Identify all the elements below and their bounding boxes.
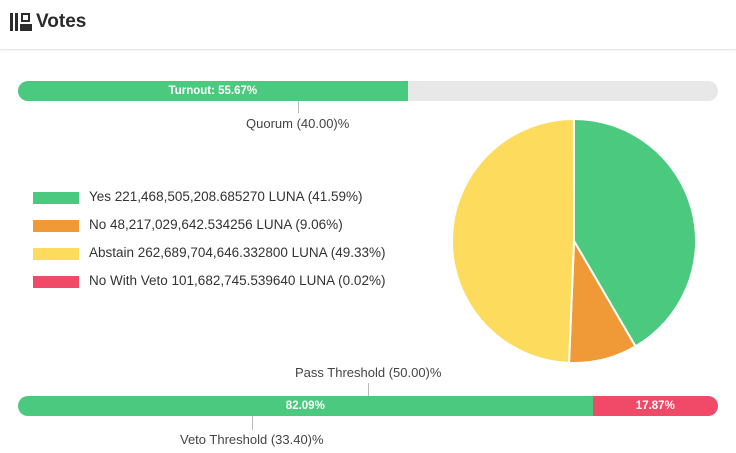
page-title: Votes	[36, 11, 87, 32]
result-bar: 82.09% 17.87%	[18, 396, 718, 416]
veto-threshold-label: Veto Threshold (33.40)%	[180, 432, 324, 447]
result-yes-fill: 82.09%	[18, 396, 593, 416]
legend-swatch-no-with-veto	[33, 276, 79, 288]
result-veto-fill: 17.87%	[592, 396, 718, 416]
pie-slice-yes[interactable]	[573, 117, 698, 348]
turnout-bar: Turnout: 55.67%	[18, 81, 718, 101]
legend-swatch-abstain	[33, 248, 79, 260]
legend-swatch-yes	[33, 192, 79, 204]
quorum-marker	[298, 101, 299, 113]
legend-swatch-no	[33, 220, 79, 232]
vote-ballot-icon	[10, 13, 32, 31]
legend-label-abstain: Abstain 262,689,704,646.332800 LUNA (49.…	[89, 245, 386, 260]
vote-pie-chart	[450, 117, 698, 364]
pass-threshold-label: Pass Threshold (50.00)%	[295, 365, 442, 380]
votes-header: Votes	[0, 0, 736, 50]
pass-threshold-marker	[368, 383, 369, 396]
veto-threshold-marker	[252, 416, 253, 430]
turnout-fill: Turnout: 55.67%	[18, 81, 408, 101]
pie-slice-abstain[interactable]	[450, 117, 576, 364]
legend-label-no: No 48,217,029,642.534256 LUNA (9.06%)	[89, 217, 343, 232]
quorum-label: Quorum (40.00)%	[246, 116, 350, 131]
legend-label-no-with-veto: No With Veto 101,682,745.539640 LUNA (0.…	[89, 273, 386, 288]
legend-label-yes: Yes 221,468,505,208.685270 LUNA (41.59%)	[89, 189, 363, 204]
